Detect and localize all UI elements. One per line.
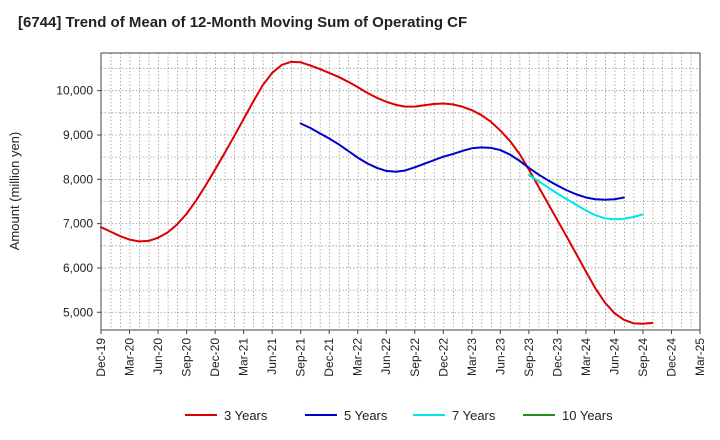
x-tick-label: Dec-20 — [208, 338, 222, 377]
x-tick-label: Jun-23 — [493, 338, 507, 375]
legend-label-7-years: 7 Years — [452, 408, 496, 423]
x-tick-label: Dec-22 — [436, 338, 450, 377]
legend-label-10-years: 10 Years — [562, 408, 613, 423]
y-axis-ticks: 5,000 6,000 7,000 8,000 9,000 10,000 — [56, 84, 101, 319]
x-tick-label: Mar-25 — [693, 338, 707, 376]
x-tick-label: Sep-22 — [408, 338, 422, 377]
x-tick-label: Jun-24 — [607, 338, 621, 375]
y-tick-label: 10,000 — [56, 84, 93, 98]
plot-frame — [100, 52, 701, 331]
x-tick-label: Dec-21 — [322, 338, 336, 377]
y-axis-label: Amount (million yen) — [7, 132, 22, 251]
x-tick-label: Dec-19 — [94, 338, 108, 377]
legend-label-5-years: 5 Years — [344, 408, 388, 423]
y-tick-label: 7,000 — [63, 217, 93, 231]
x-tick-label: Mar-20 — [123, 338, 137, 376]
x-tick-label: Mar-23 — [465, 338, 479, 376]
chart-title: [6744] Trend of Mean of 12-Month Moving … — [18, 14, 468, 31]
x-tick-label: Mar-21 — [237, 338, 251, 376]
x-tick-label: Sep-23 — [522, 338, 536, 377]
x-tick-label: Jun-20 — [151, 338, 165, 375]
x-tick-label: Sep-24 — [636, 338, 650, 377]
series-lines — [100, 60, 654, 325]
x-tick-label: Dec-24 — [664, 338, 678, 377]
y-tick-label: 5,000 — [63, 305, 93, 319]
x-tick-label: Mar-24 — [579, 338, 593, 376]
x-tick-label: Jun-22 — [379, 338, 393, 375]
series-line-3-years — [100, 60, 654, 325]
y-tick-label: 6,000 — [63, 261, 93, 275]
series-line-7-years — [527, 173, 644, 221]
grid — [101, 53, 700, 330]
x-tick-label: Mar-22 — [351, 338, 365, 376]
legend-label-3-years: 3 Years — [224, 408, 268, 423]
y-tick-label: 8,000 — [63, 172, 93, 186]
x-tick-label: Dec-23 — [550, 338, 564, 377]
x-tick-label: Sep-21 — [294, 338, 308, 377]
x-axis-ticks: Dec-19 Mar-20 Jun-20 Sep-20 Dec-20 Mar-21 Jun-… — [94, 330, 707, 377]
legend: 3 Years 5 Years 7 Years 10 Years — [185, 408, 613, 423]
x-tick-label: Sep-20 — [180, 338, 194, 377]
series-line-5-years — [299, 122, 625, 201]
y-tick-label: 9,000 — [63, 128, 93, 142]
x-tick-label: Jun-21 — [265, 338, 279, 375]
